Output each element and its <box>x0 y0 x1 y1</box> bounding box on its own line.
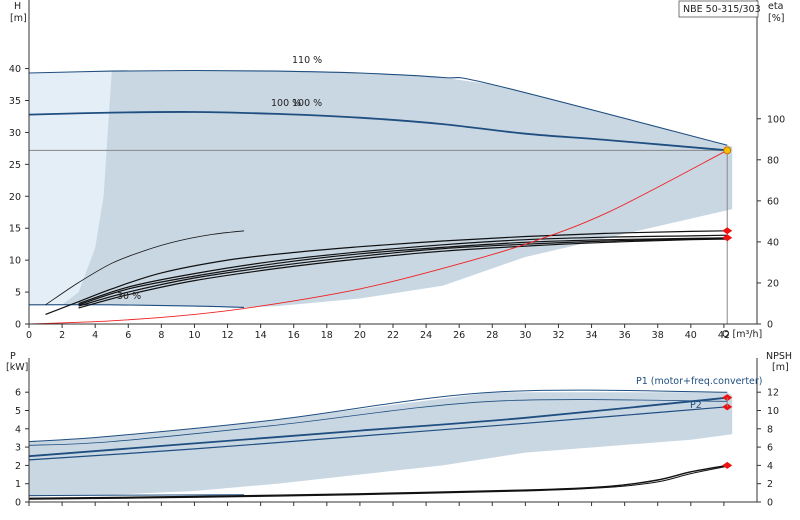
npsh-line-2 <box>28 465 728 500</box>
annotation-100a: 100 % <box>271 98 301 109</box>
x-axis-label: Q [m³/h] <box>722 329 762 340</box>
npsh-tick-label: 8 <box>767 424 773 435</box>
red-marker-top-1 <box>722 227 733 235</box>
flow-tick-label: 8 <box>158 330 164 341</box>
title-box <box>678 0 759 18</box>
power-tick-label: 5 <box>15 406 21 417</box>
npsh-line-1 <box>28 464 728 499</box>
power-tick-label: 4 <box>15 424 21 435</box>
eta-ylabel-unit: [%] <box>768 13 784 24</box>
flow-tick-label: 32 <box>552 330 564 341</box>
npsh-tick-label: 10 <box>767 406 779 417</box>
head-tick-label: 25 <box>9 160 21 171</box>
eta-tick-label: 100 <box>767 114 785 125</box>
power-low-line <box>28 494 245 497</box>
efficiency-line-3 <box>78 237 728 306</box>
red-marker-top-2 <box>722 234 733 242</box>
flow-tick-label: 10 <box>188 330 200 341</box>
npsh-tick-label: 2 <box>767 479 773 490</box>
eta-tick-label: 80 <box>767 155 779 166</box>
envelope-area <box>62 70 733 308</box>
red-marker-bottom-3 <box>722 461 733 469</box>
power-tick-label: 3 <box>15 443 21 454</box>
head-ylabel-unit: [m] <box>10 13 27 24</box>
legend-p1: P1 (motor+freq.converter) <box>636 376 763 387</box>
flow-tick-label: 16 <box>288 330 300 341</box>
annotation-30: 30 % <box>117 291 141 302</box>
power-tick-label: 1 <box>15 479 21 490</box>
efficiency-line-4 <box>78 237 728 307</box>
flow-tick-label: 12 <box>221 330 233 341</box>
power-ylabel: P <box>10 351 16 362</box>
curve-100-line <box>28 111 728 152</box>
npsh-tick-label: 0 <box>767 498 773 509</box>
eta-tick-label: 0 <box>767 320 773 331</box>
power-tick-label: 6 <box>15 388 21 399</box>
efficiency-line-5 <box>78 238 728 309</box>
head-tick-label: 0 <box>15 320 21 331</box>
flow-tick-label: 26 <box>453 330 465 341</box>
flow-tick-label: 40 <box>685 330 697 341</box>
p1-line <box>28 396 728 458</box>
annotation-100b: 100 % <box>292 98 322 109</box>
efficiency-line-6 <box>78 234 728 305</box>
flow-tick-label: 6 <box>125 330 131 341</box>
legend-p2: P2 <box>690 400 702 411</box>
flow-tick-label: 34 <box>585 330 597 341</box>
annotation-110: 110 % <box>292 55 322 66</box>
head-tick-label: 10 <box>9 256 21 267</box>
npsh-tick-label: 6 <box>767 443 773 454</box>
npsh-tick-label: 4 <box>767 461 773 472</box>
curve-110-line <box>28 69 728 146</box>
eta-tick-label: 60 <box>767 196 779 207</box>
flow-tick-label: 42 <box>718 330 730 341</box>
chart-title: NBE 50-315/303 <box>683 4 761 15</box>
flow-tick-label: 24 <box>420 330 432 341</box>
flow-tick-label: 22 <box>387 330 399 341</box>
flow-tick-label: 20 <box>354 330 366 341</box>
system-curve-line <box>28 149 728 325</box>
eta-tick-label: 40 <box>767 237 779 248</box>
efficiency-line-2 <box>45 230 728 315</box>
power-envelope-area <box>29 392 733 497</box>
head-tick-label: 15 <box>9 224 21 235</box>
power-ylabel-unit: [kW] <box>6 362 28 373</box>
head-tick-label: 40 <box>9 64 21 75</box>
npsh-tick-label: 12 <box>767 388 779 399</box>
npsh-ylabel-unit: [m] <box>772 362 789 373</box>
efficiency-line-1 <box>45 230 245 306</box>
power-upper-line-1 <box>28 389 728 443</box>
operating-point <box>723 146 732 155</box>
flow-tick-label: 2 <box>59 330 65 341</box>
head-tick-label: 30 <box>9 128 21 139</box>
p2-line <box>28 406 728 461</box>
flow-tick-label: 30 <box>519 330 531 341</box>
power-tick-label: 2 <box>15 461 21 472</box>
npsh-ylabel: NPSH <box>766 351 792 362</box>
head-tick-label: 20 <box>9 192 21 203</box>
eta-tick-label: 20 <box>767 278 779 289</box>
flow-tick-label: 18 <box>321 330 333 341</box>
eta-ylabel: eta <box>768 1 783 12</box>
flow-tick-label: 38 <box>652 330 664 341</box>
head-tick-label: 35 <box>9 96 21 107</box>
envelope-light-area <box>29 71 112 305</box>
flow-tick-label: 4 <box>92 330 98 341</box>
power-tick-label: 0 <box>15 498 21 509</box>
curve-30-line <box>28 304 245 308</box>
flow-tick-label: 36 <box>619 330 631 341</box>
flow-tick-label: 28 <box>486 330 498 341</box>
flow-tick-label: 0 <box>26 330 32 341</box>
flow-tick-label: 14 <box>255 330 267 341</box>
power-upper-line-2 <box>28 399 728 446</box>
head-ylabel: H <box>14 1 21 12</box>
head-tick-label: 5 <box>15 288 21 299</box>
